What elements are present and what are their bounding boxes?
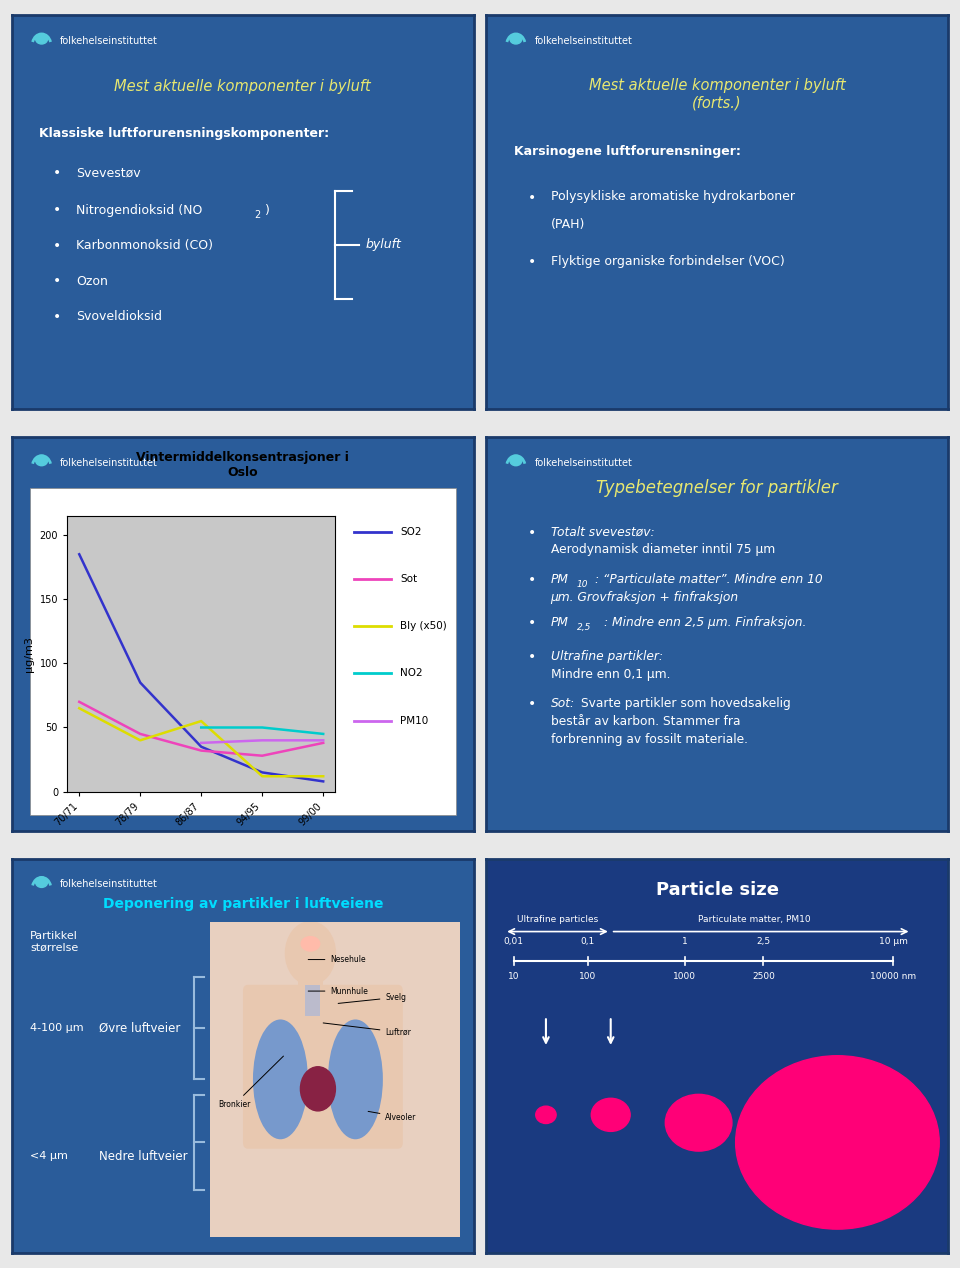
Text: 10: 10 (508, 973, 519, 981)
Text: •: • (53, 203, 61, 217)
Text: folkehelseinstituttet: folkehelseinstituttet (535, 458, 633, 468)
Text: PM: PM (551, 573, 568, 586)
Text: Mest aktuelle komponenter i byluft
(forts.): Mest aktuelle komponenter i byluft (fort… (588, 77, 846, 110)
Text: •: • (527, 526, 536, 540)
Text: Sot:: Sot: (551, 697, 575, 710)
Text: •: • (527, 573, 536, 587)
Text: Nitrogendioksid (NO: Nitrogendioksid (NO (76, 204, 203, 217)
Text: 0,1: 0,1 (581, 937, 594, 946)
Text: Flyktige organiske forbindelser (VOC): Flyktige organiske forbindelser (VOC) (551, 255, 784, 268)
Text: •: • (527, 616, 536, 630)
Text: Particulate matter, PM10: Particulate matter, PM10 (698, 915, 810, 924)
Text: Typebetegnelser for partikler: Typebetegnelser for partikler (596, 479, 838, 497)
Text: 10000 nm: 10000 nm (870, 973, 916, 981)
Text: Totalt svevestøv:: Totalt svevestøv: (551, 526, 654, 539)
Text: 2,5: 2,5 (756, 937, 771, 946)
Circle shape (36, 877, 48, 888)
Text: NO2: NO2 (400, 668, 422, 678)
Text: 10 µm: 10 µm (878, 937, 907, 946)
Circle shape (510, 455, 522, 465)
Text: 100: 100 (579, 973, 596, 981)
Text: Svevestøv: Svevestøv (76, 166, 141, 179)
Text: PM10: PM10 (400, 715, 428, 725)
Text: Partikkel
størrelse: Partikkel størrelse (30, 931, 79, 952)
Circle shape (36, 34, 48, 44)
Text: folkehelseinstituttet: folkehelseinstituttet (60, 36, 158, 46)
Text: 4-100 µm: 4-100 µm (30, 1023, 84, 1033)
Text: Nedre luftveier: Nedre luftveier (100, 1150, 188, 1163)
Text: Karbonmonoksid (CO): Karbonmonoksid (CO) (76, 240, 213, 252)
Text: <4 µm: <4 µm (30, 1151, 68, 1161)
Text: SO2: SO2 (400, 526, 421, 536)
Text: µm. Grovfraksjon + finfraksjon: µm. Grovfraksjon + finfraksjon (551, 591, 738, 604)
FancyBboxPatch shape (30, 488, 456, 815)
Text: Ultrafine particles: Ultrafine particles (516, 915, 598, 924)
Text: (PAH): (PAH) (551, 218, 585, 231)
Text: 1000: 1000 (673, 973, 696, 981)
Text: Ozon: Ozon (76, 275, 108, 288)
Circle shape (591, 1098, 630, 1131)
Text: : Mindre enn 2,5 µm. Finfraksjon.: : Mindre enn 2,5 µm. Finfraksjon. (604, 616, 806, 629)
Text: Polysykliske aromatiske hydrokarboner: Polysykliske aromatiske hydrokarboner (551, 190, 795, 203)
Text: •: • (53, 309, 61, 323)
Text: Øvre luftveier: Øvre luftveier (100, 1022, 180, 1035)
Text: Svarte partikler som hovedsakelig: Svarte partikler som hovedsakelig (581, 697, 790, 710)
Text: 2: 2 (254, 210, 260, 221)
Text: PM: PM (551, 616, 568, 629)
Text: folkehelseinstituttet: folkehelseinstituttet (535, 36, 633, 46)
Text: folkehelseinstituttet: folkehelseinstituttet (60, 879, 158, 889)
Circle shape (665, 1094, 732, 1151)
Text: Mindre enn 0,1 µm.: Mindre enn 0,1 µm. (551, 667, 670, 681)
Text: Klassiske luftforurensningskomponenter:: Klassiske luftforurensningskomponenter: (39, 127, 329, 139)
Text: Ultrafine partikler:: Ultrafine partikler: (551, 649, 662, 663)
Circle shape (510, 34, 522, 44)
Text: : “Particulate matter”. Mindre enn 10: : “Particulate matter”. Mindre enn 10 (594, 573, 822, 586)
Text: 1: 1 (682, 937, 687, 946)
Circle shape (536, 1106, 556, 1123)
Text: folkehelseinstituttet: folkehelseinstituttet (60, 458, 158, 468)
Text: Aerodynamisk diameter inntil 75 µm: Aerodynamisk diameter inntil 75 µm (551, 544, 775, 557)
Text: Svoveldioksid: Svoveldioksid (76, 311, 162, 323)
Circle shape (735, 1056, 939, 1229)
Text: Karsinogene luftforurensninger:: Karsinogene luftforurensninger: (514, 145, 740, 157)
Text: 2500: 2500 (752, 973, 775, 981)
Text: Bly (x50): Bly (x50) (400, 621, 447, 631)
Text: forbrenning av fossilt materiale.: forbrenning av fossilt materiale. (551, 733, 748, 746)
Circle shape (36, 455, 48, 465)
Text: ): ) (265, 204, 270, 217)
Text: •: • (527, 649, 536, 663)
Text: 10: 10 (577, 579, 588, 588)
Text: •: • (53, 166, 61, 180)
Text: •: • (53, 238, 61, 252)
Text: 2,5: 2,5 (577, 623, 591, 631)
Text: Particle size: Particle size (656, 881, 779, 899)
Text: Sot: Sot (400, 574, 418, 583)
Text: •: • (527, 191, 536, 205)
Text: •: • (527, 255, 536, 269)
Text: 0,01: 0,01 (504, 937, 523, 946)
Text: •: • (527, 697, 536, 711)
Text: byluft: byluft (366, 238, 401, 251)
Text: •: • (53, 274, 61, 288)
Text: består av karbon. Stammer fra: består av karbon. Stammer fra (551, 715, 740, 728)
Text: Mest aktuelle komponenter i byluft: Mest aktuelle komponenter i byluft (114, 79, 372, 94)
Text: Vintermiddelkonsentrasjoner i
Oslo: Vintermiddelkonsentrasjoner i Oslo (136, 450, 349, 478)
Text: Deponering av partikler i luftveiene: Deponering av partikler i luftveiene (103, 896, 383, 910)
